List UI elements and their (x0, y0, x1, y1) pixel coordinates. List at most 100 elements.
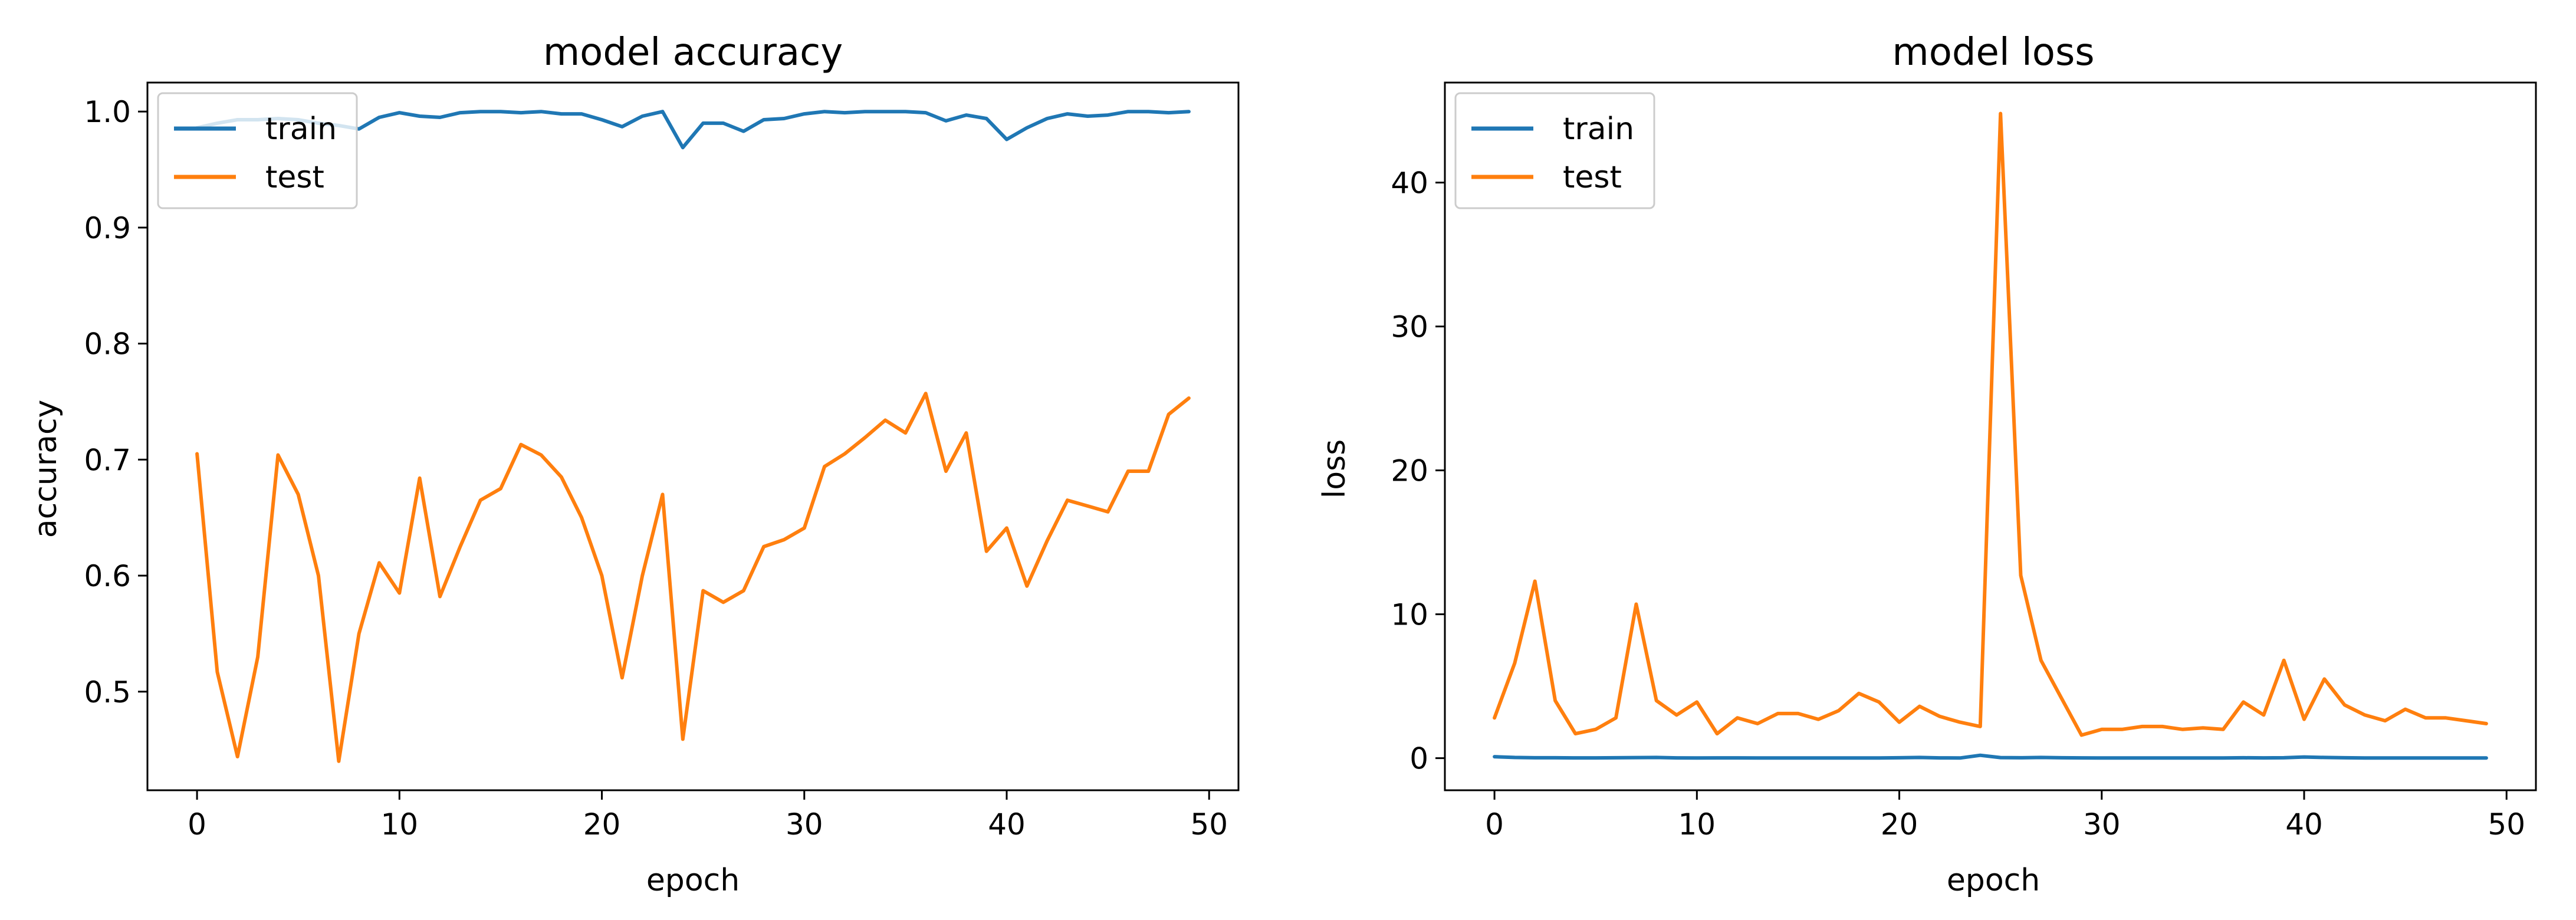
data-point-train (1796, 756, 1800, 760)
data-point-train (600, 118, 604, 121)
data-point-train (2404, 756, 2407, 760)
data-point-test (1756, 722, 1759, 725)
legend-box (1454, 92, 1655, 209)
legend: train test (1454, 92, 1655, 209)
data-point-test (1959, 721, 1962, 724)
data-point-train (2059, 756, 2063, 760)
x-tick-label: 10 (381, 807, 419, 842)
data-point-test (883, 419, 887, 422)
data-point-train (1533, 756, 1537, 760)
data-point-test (1614, 716, 1618, 719)
data-point-train (742, 130, 745, 133)
data-point-test (2161, 725, 2164, 728)
data-point-test (479, 498, 482, 502)
data-point-train (1187, 110, 1191, 113)
data-point-test (1046, 539, 1049, 543)
data-point-train (1614, 756, 1618, 760)
data-point-test (1594, 728, 1598, 731)
data-point-test (823, 465, 826, 468)
data-point-train (1979, 754, 1982, 757)
data-point-train (2039, 755, 2043, 759)
data-point-test (2363, 713, 2367, 717)
data-point-train (580, 112, 583, 116)
loss-chart: model loss epoch loss 0 10 20 30 40 50 0 10 20 3… (1317, 31, 2537, 898)
data-point-train (1877, 756, 1881, 760)
x-axis-ticks: 0 10 20 30 40 50 (1485, 790, 2525, 842)
data-point-test (803, 526, 806, 530)
data-point-test (1655, 699, 1658, 702)
data-point-test (1999, 112, 2002, 116)
data-point-test (681, 737, 685, 741)
x-tick-label: 0 (188, 807, 206, 842)
y-tick-label: 10 (1391, 598, 1428, 632)
data-point-test (337, 760, 340, 763)
data-point-test (1086, 504, 1089, 508)
data-point-test (215, 670, 219, 673)
data-point-train (1716, 756, 1719, 760)
data-point-test (1573, 732, 1577, 735)
y-tick-label: 20 (1391, 454, 1428, 488)
data-point-test (1776, 712, 1780, 715)
plot-frame (1444, 81, 2537, 791)
data-point-test (742, 589, 745, 593)
x-tick-label: 20 (1881, 807, 1918, 842)
x-tick-label: 50 (2488, 807, 2525, 842)
data-point-test (924, 392, 928, 395)
data-point-train (701, 121, 705, 125)
chart-title: model loss (1892, 31, 2094, 74)
x-tick-label: 40 (2285, 807, 2323, 842)
data-point-test (1938, 715, 1941, 718)
data-point-train (1857, 756, 1861, 760)
data-point-test (2485, 722, 2488, 725)
data-point-train (1837, 756, 1841, 760)
x-tick-label: 40 (988, 807, 1026, 842)
y-tick-label: 0.5 (84, 675, 131, 709)
data-point-test (1187, 396, 1191, 400)
data-point-test (2120, 728, 2124, 731)
data-point-test (1126, 469, 1130, 473)
data-point-train (1898, 756, 1901, 760)
data-point-train (2424, 756, 2427, 760)
y-axis-ticks: 0.5 0.6 0.7 0.8 0.9 1.0 (84, 95, 147, 709)
data-point-test (600, 574, 604, 577)
y-axis-ticks: 0 10 20 30 40 (1391, 166, 1445, 776)
data-point-test (903, 431, 907, 435)
y-axis-label: loss (1317, 439, 1352, 498)
legend-label-train: train (265, 111, 337, 147)
data-point-train (1695, 756, 1698, 760)
data-point-test (1513, 662, 1516, 665)
data-point-test (276, 454, 280, 457)
data-point-test (438, 595, 442, 599)
data-point-train (1005, 137, 1008, 141)
data-point-train (377, 116, 381, 119)
data-point-test (2140, 725, 2144, 728)
data-point-train (681, 146, 685, 149)
data-point-test (1025, 584, 1029, 588)
accuracy-chart: model accuracy epoch accuracy 0 10 20 30 40 5… (28, 31, 1240, 898)
data-point-train (2161, 756, 2164, 760)
series-layer (1493, 111, 2488, 760)
data-point-train (2302, 755, 2306, 759)
data-point-test (297, 492, 300, 496)
data-point-test (195, 452, 199, 456)
data-point-train (499, 110, 502, 113)
data-point-test (722, 600, 725, 604)
data-point-train (458, 111, 462, 114)
data-point-train (438, 116, 442, 119)
data-point-train (2444, 756, 2447, 760)
data-point-test (2302, 718, 2306, 721)
data-point-train (418, 114, 422, 118)
data-point-test (985, 550, 988, 553)
data-point-train (560, 112, 563, 116)
data-point-test (397, 592, 401, 595)
plot-frame (146, 81, 1240, 791)
data-point-test (1146, 469, 1150, 473)
data-point-test (1695, 700, 1698, 704)
data-point-test (540, 454, 543, 457)
data-point-test (580, 516, 583, 520)
data-point-train (1655, 755, 1658, 759)
data-point-test (964, 431, 968, 435)
data-point-train (2100, 756, 2104, 760)
data-point-train (762, 118, 765, 121)
